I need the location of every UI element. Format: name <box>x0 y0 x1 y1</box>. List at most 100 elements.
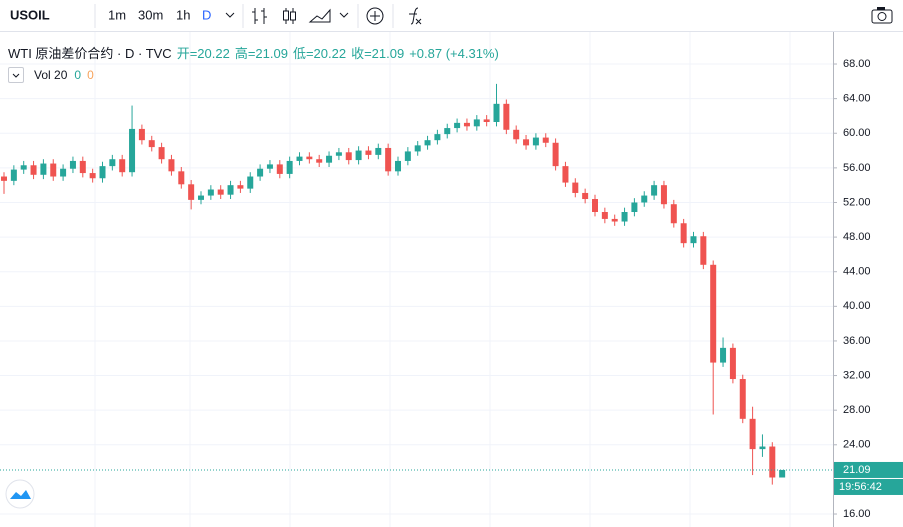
interval[interactable]: 30m <box>138 7 163 22</box>
legend-item: 开=20.22 <box>176 46 230 61</box>
candle-body <box>316 159 323 163</box>
candle-body <box>99 166 106 179</box>
candle-body <box>601 212 608 219</box>
candle-body <box>109 159 116 167</box>
y-tick-label: 44.00 <box>843 266 871 278</box>
y-tick-label: 68.00 <box>843 58 871 70</box>
volume-value: 0 <box>87 68 94 82</box>
candle-body <box>266 164 273 169</box>
candle-body <box>50 163 57 177</box>
candle-body <box>532 137 539 146</box>
dropdown[interactable] <box>339 12 349 18</box>
candle-body <box>454 122 461 129</box>
candle-body <box>483 119 490 122</box>
candle-body <box>759 446 766 450</box>
y-tick-label: 64.00 <box>843 93 871 105</box>
candle-body <box>424 140 431 146</box>
y-tick-label: 56.00 <box>843 162 871 174</box>
area-icon[interactable] <box>308 8 331 23</box>
legend-item: 高=21.09 <box>234 46 288 61</box>
chart: 16.00 24.00 28.00 32.00 36.00 40.00 44.00 48.00… <box>0 32 903 527</box>
dropdown[interactable] <box>225 12 235 18</box>
candle-body <box>286 160 293 174</box>
candle-body <box>739 379 746 419</box>
toolbar-svg: USOIL 1m 30m 1h D <box>10 4 893 28</box>
candle-body <box>641 195 648 203</box>
candle-body <box>660 185 667 205</box>
candle-body <box>690 236 697 244</box>
legend-title: WTI 原油差价合约 · D · TVC <box>8 46 172 61</box>
countdown-box <box>834 478 903 495</box>
candle-body <box>168 159 175 172</box>
interval[interactable]: 1m <box>108 7 126 22</box>
y-tick-label: 40.00 <box>843 300 871 312</box>
candle-body <box>158 147 165 160</box>
candle-body <box>1 176 7 181</box>
candle-body <box>30 165 37 175</box>
candles-icon <box>283 10 289 21</box>
countdown-label: 19:56:42 <box>839 481 882 493</box>
camera-icon <box>877 7 885 10</box>
candle-body <box>414 145 421 152</box>
last-price-box <box>834 461 903 478</box>
candle-body <box>355 150 362 161</box>
candle-body <box>207 189 214 196</box>
candle-body <box>710 264 717 363</box>
candle-body <box>247 176 254 189</box>
candle-body <box>178 171 185 185</box>
candle-body <box>542 137 549 143</box>
compare-icon[interactable] <box>366 7 384 25</box>
candle-body <box>562 166 569 183</box>
candle-body <box>40 163 47 175</box>
toolbar: USOIL 1m 30m 1h D <box>0 0 903 32</box>
candle-body <box>375 147 382 155</box>
collapse-button[interactable] <box>8 67 24 83</box>
camera-icon <box>877 12 887 21</box>
candle-body <box>10 169 17 181</box>
candle-body <box>69 160 76 169</box>
candle-body <box>345 152 352 161</box>
candle-body <box>385 147 392 172</box>
candle-body <box>493 103 500 122</box>
candle-body <box>148 140 155 148</box>
candle-body <box>395 160 401 172</box>
candle-body <box>700 236 707 265</box>
candle-body <box>434 134 441 141</box>
candle-body <box>89 173 96 179</box>
candle-body <box>257 168 264 177</box>
interval[interactable]: 1h <box>176 7 190 22</box>
candle-body <box>670 204 677 224</box>
legend: WTI 原油差价合约 · D · TVC 开=20.22 高=21.09 低=20.2… <box>8 43 499 62</box>
candles-icon <box>290 11 296 21</box>
candle-body <box>444 128 451 135</box>
candle-body <box>227 185 234 195</box>
legend-item: 低=20.22 <box>292 46 347 61</box>
candle-body <box>503 103 510 130</box>
y-tick-label: 60.00 <box>843 127 871 139</box>
candle-body <box>729 347 736 380</box>
last-price-label: 21.09 <box>843 464 871 476</box>
candle-body <box>79 160 86 174</box>
candle-body <box>188 184 195 200</box>
candle-body <box>276 164 283 174</box>
candle-body <box>611 218 618 222</box>
y-tick-label: 48.00 <box>843 231 871 243</box>
candle-body <box>513 129 520 140</box>
volume-value: 0 <box>74 68 82 82</box>
candle-body <box>523 139 530 146</box>
bars-icon[interactable] <box>252 8 267 24</box>
candle-body <box>217 189 224 195</box>
candle-body <box>592 199 598 212</box>
compare-icon <box>370 11 380 21</box>
logo <box>10 490 31 499</box>
symbol[interactable]: USOIL <box>10 7 50 22</box>
indicators-icon[interactable] <box>409 7 422 25</box>
candle-body <box>296 156 303 161</box>
y-tick-label: 24.00 <box>843 439 871 451</box>
candle-body <box>20 165 27 170</box>
candle-body <box>463 122 470 127</box>
legend-item: 收=21.09 <box>351 46 405 61</box>
interval-active[interactable]: D <box>202 7 211 22</box>
camera-icon[interactable] <box>871 9 893 24</box>
candle-body <box>306 156 313 160</box>
